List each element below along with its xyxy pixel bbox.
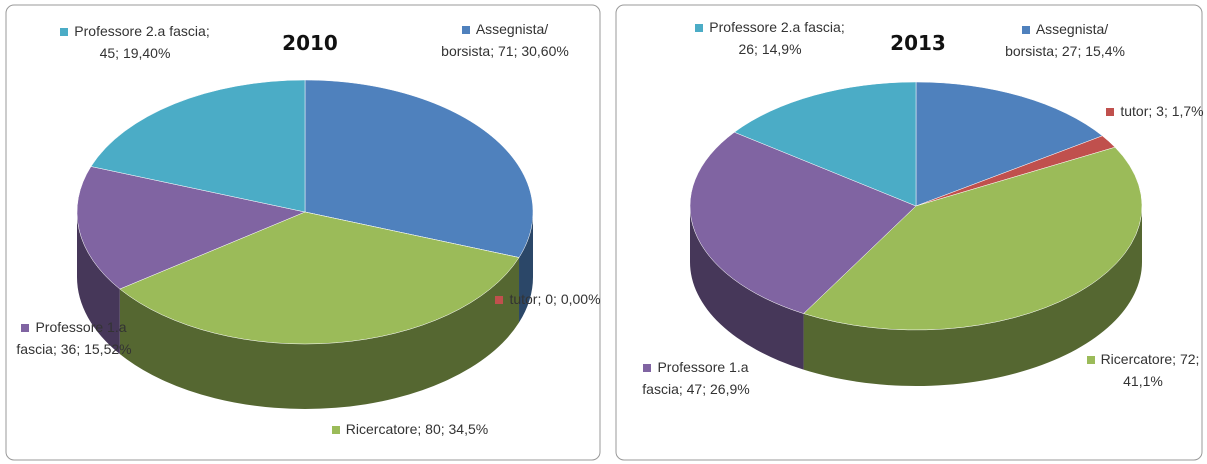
label-part: 3 — [1156, 103, 1164, 119]
data-label: Assegnista/ borsista; 27; 15,4% — [1000, 18, 1130, 62]
label-part: Assegnista/ borsista — [1005, 21, 1113, 59]
pie-slice — [915, 81, 1103, 207]
legend-marker — [495, 296, 504, 304]
label-part: 71 — [497, 43, 514, 59]
label-part: 26,9% — [710, 381, 750, 397]
legend-marker — [695, 24, 704, 32]
label-part: 14,9% — [761, 41, 802, 57]
label-part: ; — [537, 291, 546, 307]
label-part: 30,60% — [521, 43, 569, 59]
label-part: ; — [1195, 351, 1204, 367]
data-label: Professore 1.a fascia; 47; 26,9% — [626, 356, 766, 400]
label-part: ; — [115, 45, 123, 61]
data-label: Professore 1.a fascia; 36; 15,52% — [14, 316, 134, 360]
pie-wall — [519, 212, 533, 323]
label-part: ; — [1054, 43, 1062, 59]
pie-wall — [690, 206, 804, 370]
label-part: ; — [52, 341, 61, 357]
chart-title: 2013 — [890, 31, 946, 55]
pie-slice — [119, 211, 520, 345]
label-part: ; — [553, 291, 561, 307]
pie-slice — [304, 79, 534, 258]
label-part: 15,52% — [84, 341, 132, 357]
legend-marker — [1021, 26, 1030, 34]
label-part: Ricercatore — [345, 421, 418, 437]
pie-slice — [803, 146, 1143, 331]
label-part: 27 — [1061, 43, 1078, 59]
legend-marker — [1086, 356, 1095, 364]
pie-slice — [733, 81, 917, 207]
label-part: tutor — [509, 291, 538, 307]
data-label: tutor; 0; 0,00% — [468, 288, 628, 310]
data-label: Professore 2.a fascia; 45; 19,40% — [60, 20, 210, 64]
legend-marker — [21, 324, 30, 332]
label-part: Ricercatore — [1100, 351, 1173, 367]
label-part: ; — [417, 421, 426, 437]
label-part: ; — [1148, 103, 1157, 119]
label-part: tutor — [1120, 103, 1149, 119]
label-part: ; — [1077, 43, 1086, 59]
label-part: 26 — [738, 41, 755, 57]
label-part: ; — [1163, 103, 1172, 119]
label-part: ; — [678, 381, 687, 397]
pie-slice — [90, 79, 306, 213]
label-part: ; — [1172, 351, 1180, 367]
label-part: ; — [76, 341, 85, 357]
label-part: 19,40% — [122, 45, 171, 61]
label-part: Professore 2.a fascia — [74, 23, 206, 39]
label-part: Professore 2.a fascia — [709, 19, 841, 35]
label-part: Professore 1.a fascia — [642, 359, 753, 397]
data-label: Professore 2.a fascia; 26; 14,9% — [695, 16, 845, 60]
label-part: 36 — [60, 341, 77, 357]
label-part: 1,7% — [1171, 103, 1204, 119]
pie-wall — [119, 257, 520, 410]
label-part: 80 — [425, 421, 441, 437]
data-label: Ricercatore; 72; 41,1% — [1078, 348, 1207, 392]
label-part: 45 — [99, 45, 116, 61]
legend-marker — [643, 364, 652, 372]
label-part: ; — [490, 43, 498, 59]
pie-wall — [77, 212, 120, 355]
label-part: 34,5% — [448, 421, 489, 437]
legend-marker — [1106, 108, 1115, 116]
legend-marker — [331, 426, 340, 434]
label-part: ; — [754, 41, 762, 57]
label-part: ; — [702, 381, 710, 397]
label-part: Assegnista/ borsista — [441, 21, 553, 59]
pie-slice — [689, 131, 917, 314]
legend-marker — [60, 28, 69, 36]
pie-slice — [76, 166, 306, 290]
label-part: 15,4% — [1085, 43, 1125, 59]
label-part: 47 — [686, 381, 703, 397]
label-part: ; — [205, 23, 214, 39]
label-part: ; — [440, 421, 449, 437]
label-part: 41,1% — [1123, 373, 1163, 389]
label-part: Professore 1.a fascia — [16, 319, 131, 357]
label-part: 0 — [545, 291, 554, 307]
data-label: Assegnista/ borsista; 71; 30,60% — [440, 18, 570, 62]
pie-wall — [803, 206, 1142, 386]
label-part: 72 — [1179, 351, 1196, 367]
data-label: tutor; 3; 1,7% — [1090, 100, 1207, 122]
label-part: ; — [513, 43, 522, 59]
chart-title: 2010 — [282, 31, 338, 55]
label-part: ; — [840, 19, 849, 35]
data-label: Ricercatore; 80; 34,5% — [330, 418, 490, 440]
label-part: 0,00% — [560, 291, 601, 307]
legend-marker — [461, 26, 470, 34]
